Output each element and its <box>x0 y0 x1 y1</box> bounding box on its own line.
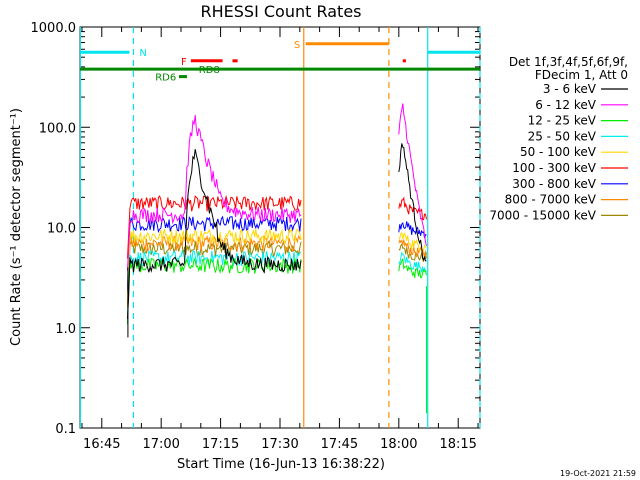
series-line-6-12-keV <box>127 114 302 271</box>
legend-label-6: 300 - 800 keV <box>512 177 596 191</box>
series-line-50-100-keV <box>127 227 302 296</box>
series-line-25-50-keV <box>398 251 427 273</box>
y-tick-label: 1.0 <box>55 322 76 337</box>
rd6-flag-label: RD6 <box>155 73 176 84</box>
series-line-100-300-keV <box>398 196 427 221</box>
legend-label-5: 100 - 300 keV <box>512 161 596 175</box>
legend-label-1: 6 - 12 keV <box>535 98 597 112</box>
flare-flag-label: F <box>181 57 187 68</box>
chart-title: RHESSI Count Rates <box>201 2 362 21</box>
legend-label-3: 25 - 50 keV <box>528 129 597 143</box>
series-line-3-6-keV <box>127 149 302 319</box>
night-flag-label: N <box>139 48 146 59</box>
x-tick-label: 17:15 <box>202 437 239 452</box>
series-line-3-6-keV <box>398 143 427 262</box>
rd8-flag-label: RD8 <box>199 65 220 76</box>
x-tick-label: 16:45 <box>83 437 120 452</box>
x-tick-label: 18:15 <box>439 437 476 452</box>
legend-label-8: 7000 - 15000 keV <box>489 208 596 222</box>
y-axis-label: Count Rate (s⁻¹ detector segment⁻¹) <box>9 108 24 346</box>
x-tick-label: 17:30 <box>261 437 298 452</box>
series-line-6-12-keV <box>398 103 427 247</box>
y-tick-label: 10.0 <box>47 222 76 237</box>
generation-timestamp: 19-Oct-2021 21:59 <box>560 469 636 478</box>
legend-label-0: 3 - 6 keV <box>543 82 597 96</box>
legend-label-4: 50 - 100 keV <box>520 145 597 159</box>
x-tick-label: 18:00 <box>380 437 417 452</box>
y-tick-label: 1000.0 <box>31 21 77 36</box>
legend-header-detectors: Det 1f,3f,4f,5f,6f,9f, <box>509 55 628 69</box>
legend: Det 1f,3f,4f,5f,6f,9f,FDecim 1, Att 03 -… <box>489 55 628 222</box>
x-axis-label: Start Time (16-Jun-13 16:38:22) <box>177 457 385 472</box>
series-line-25-50-keV <box>127 249 302 315</box>
series-line-800-7000-keV <box>127 234 302 308</box>
series-line-12-25-keV <box>398 258 427 279</box>
x-tick-label: 17:45 <box>321 437 358 452</box>
saa-flag-label: S <box>294 40 300 51</box>
y-tick-label: 100.0 <box>39 121 76 136</box>
series-line-7000-15000-keV <box>127 239 302 307</box>
series-line-300-800-keV <box>398 221 427 239</box>
legend-label-2: 12 - 25 keV <box>528 114 597 128</box>
y-tick-label: 0.1 <box>55 422 76 437</box>
plot-area: 0.1 1.0 10.0 100.0 1000.0 16:45 17:00 17:15 17:3… <box>31 21 481 452</box>
legend-header-attenuator: FDecim 1, Att 0 <box>535 68 628 82</box>
series-line-100-300-keV <box>127 194 302 259</box>
x-tick-label: 17:00 <box>142 437 179 452</box>
legend-label-7: 800 - 7000 keV <box>505 193 597 207</box>
